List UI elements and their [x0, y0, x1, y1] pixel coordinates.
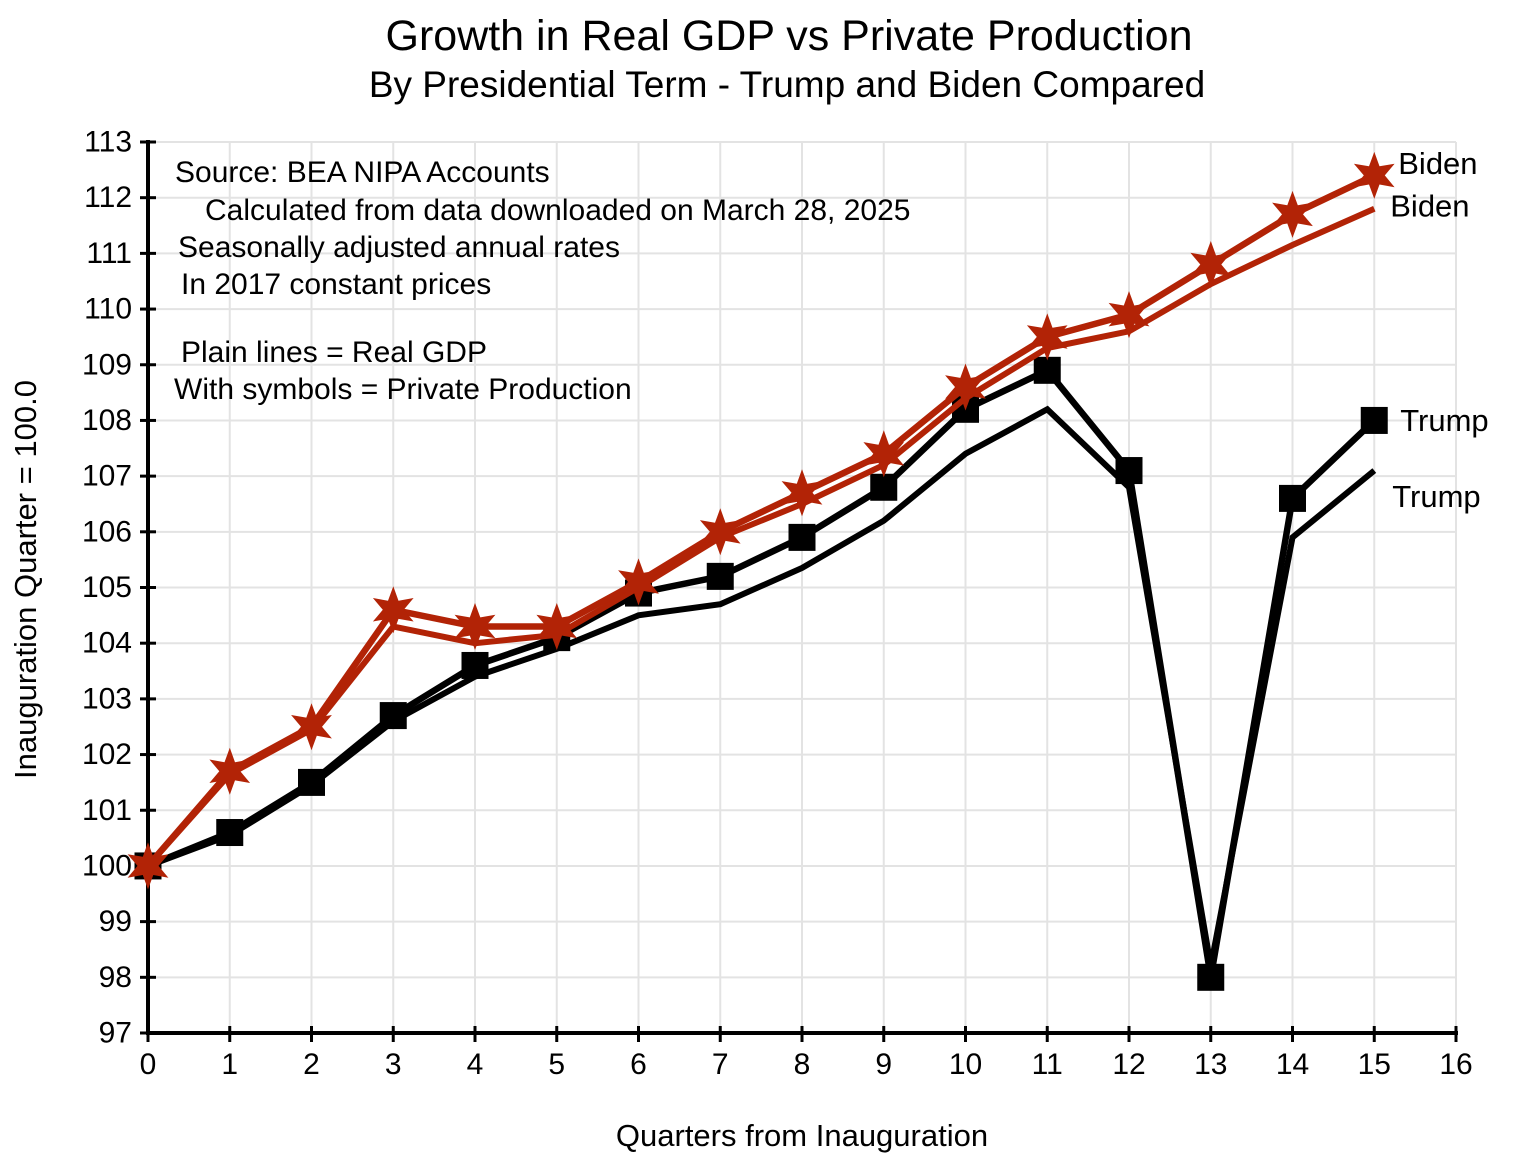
x-tick-label: 5: [548, 1048, 565, 1081]
star-marker-icon: [1272, 190, 1313, 238]
square-marker-icon: [1115, 457, 1143, 485]
y-tick-label: 104: [82, 627, 132, 660]
y-tick-label: 99: [99, 905, 132, 938]
square-marker-icon: [216, 819, 244, 847]
x-tick-label: 15: [1358, 1048, 1391, 1081]
square-marker-icon: [298, 768, 325, 796]
x-axis-ticks: 0 1 2 3 4 5 6 7 8 9 10 11 12 13 14 15 16: [140, 1026, 1473, 1081]
x-axis-title: Quarters from Inauguration: [615, 1118, 989, 1153]
source-note-line4: In 2017 constant prices: [181, 268, 492, 301]
x-tick-label: 0: [140, 1048, 157, 1081]
legend-note-plain-lines: Plain lines = Real GDP: [181, 336, 487, 369]
y-tick-label: 101: [82, 794, 132, 827]
x-tick-label: 7: [712, 1048, 729, 1081]
y-tick-label: 106: [82, 515, 132, 548]
star-marker-icon: [781, 469, 823, 517]
x-tick-label: 13: [1194, 1048, 1227, 1081]
star-marker-icon: [209, 747, 251, 795]
square-marker-icon: [870, 473, 898, 501]
y-tick-label: 97: [99, 1017, 132, 1050]
star-marker-icon: [372, 586, 414, 634]
series-biden-private-production: [127, 151, 1395, 890]
chart-title: Growth in Real GDP vs Private Production: [385, 12, 1193, 60]
x-tick-label: 9: [875, 1048, 892, 1081]
star-marker-icon: [454, 603, 496, 650]
y-tick-label: 105: [82, 571, 132, 604]
source-note-line1: Source: BEA NIPA Accounts: [175, 156, 550, 189]
star-marker-icon: [536, 603, 578, 650]
y-tick-label: 102: [82, 738, 132, 771]
x-tick-label: 10: [949, 1048, 982, 1081]
y-tick-label: 100: [82, 849, 132, 882]
y-tick-label: 112: [84, 181, 132, 214]
y-tick-label: 107: [82, 460, 132, 493]
x-tick-label: 14: [1276, 1048, 1309, 1081]
series-end-label-biden-private-production: Biden: [1398, 146, 1477, 181]
square-marker-icon: [1360, 406, 1388, 434]
y-tick-label: 109: [82, 348, 132, 381]
series-end-label-biden-real-gdp: Biden: [1390, 188, 1469, 223]
y-tick-label: 111: [86, 237, 132, 270]
y-axis-title: Inauguration Quarter = 100.0: [8, 380, 43, 780]
y-tick-label: 113: [84, 126, 132, 159]
star-marker-icon: [1190, 241, 1232, 288]
square-marker-icon: [379, 702, 407, 730]
series-end-label-trump-real-gdp: Trump: [1392, 479, 1480, 514]
star-marker-icon: [127, 842, 169, 890]
x-tick-label: 6: [630, 1048, 647, 1081]
x-tick-label: 1: [221, 1048, 238, 1081]
legend-note-symbols: With symbols = Private Production: [174, 373, 632, 406]
star-marker-icon: [863, 430, 905, 478]
y-tick-label: 108: [82, 404, 132, 437]
series-trump-real-gdp: [146, 405, 1377, 967]
star-marker-icon: [1108, 291, 1150, 339]
star-marker-icon: [291, 703, 332, 751]
chart-subtitle: By Presidential Term - Trump and Biden C…: [368, 64, 1206, 105]
x-tick-label: 16: [1439, 1048, 1472, 1081]
y-tick-label: 98: [99, 961, 132, 994]
series-biden-real-gdp: [145, 206, 1376, 868]
y-tick-label: 103: [82, 682, 132, 715]
square-marker-icon: [461, 651, 489, 679]
star-marker-icon: [618, 558, 659, 606]
source-note-line2: Calculated from data downloaded on March…: [205, 194, 911, 227]
x-tick-label: 12: [1112, 1048, 1145, 1081]
x-tick-label: 3: [385, 1048, 402, 1081]
y-axis-ticks: 97 98 99 100 101 102 103 104 105 106 107 108 109 110 1…: [82, 126, 156, 1050]
series-trump-private-production: [134, 356, 1388, 991]
x-tick-label: 11: [1032, 1048, 1063, 1081]
square-marker-icon: [706, 562, 734, 590]
square-marker-icon: [1279, 484, 1306, 512]
star-marker-icon: [1353, 151, 1395, 199]
star-marker-icon: [699, 508, 741, 556]
x-tick-label: 8: [794, 1048, 811, 1081]
star-marker-icon: [1026, 313, 1068, 361]
series-end-label-trump-private-production: Trump: [1400, 403, 1488, 438]
y-tick-label: 110: [84, 293, 132, 326]
square-marker-icon: [1197, 963, 1225, 991]
x-tick-label: 4: [467, 1048, 484, 1081]
square-marker-icon: [1033, 356, 1061, 384]
square-marker-icon: [788, 523, 816, 551]
x-tick-label: 2: [303, 1048, 320, 1081]
star-marker-icon: [945, 363, 986, 411]
source-note-line3: Seasonally adjusted annual rates: [178, 231, 620, 264]
